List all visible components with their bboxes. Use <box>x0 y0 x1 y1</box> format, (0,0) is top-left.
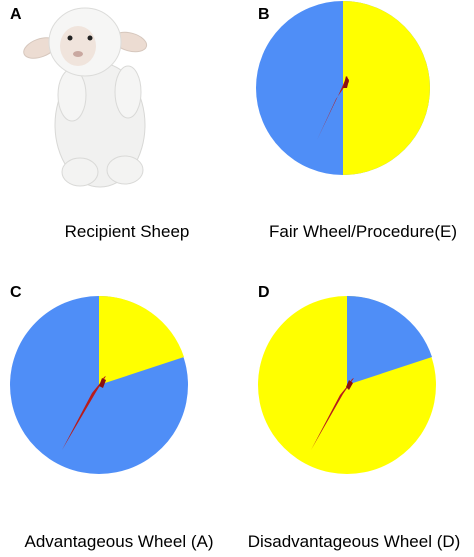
advantageous-wheel <box>10 295 188 474</box>
panel-label-d: D <box>258 284 270 301</box>
caption-recipient-sheep: Recipient Sheep <box>64 222 190 241</box>
wheel-c-yellow-sector <box>99 295 184 385</box>
panel-label-c: C <box>10 284 22 301</box>
panel-label-b: B <box>258 6 270 23</box>
caption-fair-wheel: Fair Wheel/Procedure(E) <box>268 222 457 241</box>
caption-advantageous-wheel: Advantageous Wheel (A) <box>24 532 214 551</box>
fair-wheel <box>256 1 430 175</box>
wheel-d-blue-sector <box>347 295 432 385</box>
caption-disadvantageous-wheel: Disadvantageous Wheel (D) <box>247 532 461 551</box>
sheep-plush-icon <box>23 7 148 188</box>
wheel-b-yellow-sector <box>343 1 430 175</box>
disadvantageous-wheel <box>258 295 436 474</box>
panel-label-a: A <box>10 6 22 23</box>
